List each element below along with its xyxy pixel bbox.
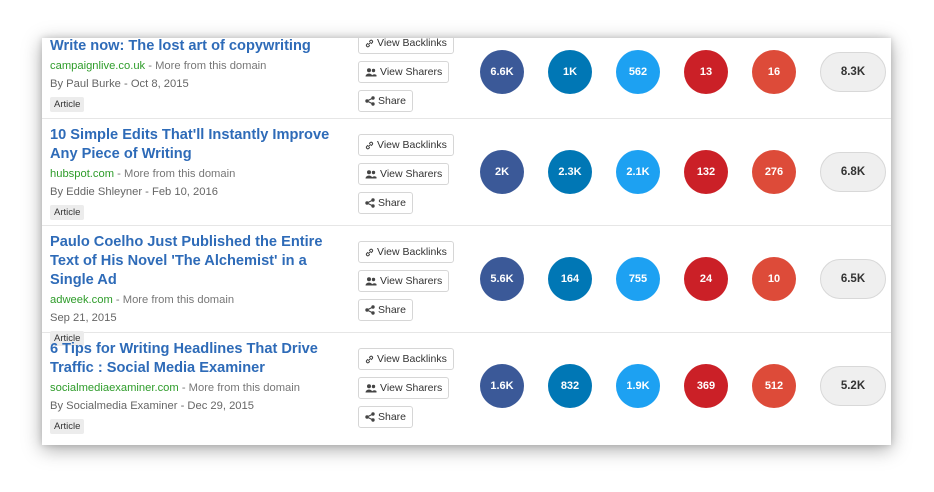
view-backlinks-label: View Backlinks xyxy=(377,139,447,151)
article-byline: By Socialmedia Examiner - Dec 29, 2015 xyxy=(50,400,254,412)
article-actions: View Backlinks View Sharers Share xyxy=(358,38,454,119)
more-from-domain-link[interactable]: - More from this domain xyxy=(114,168,236,180)
twitter-count: 2.1K xyxy=(616,150,660,194)
view-backlinks-button[interactable]: View Backlinks xyxy=(358,134,454,156)
domain-link[interactable]: hubspot.com xyxy=(50,168,115,180)
content-type-badge: Article xyxy=(50,331,85,346)
domain-line: adweek.com - More from this domain xyxy=(50,293,350,308)
link-icon xyxy=(365,355,374,364)
twitter-count: 1.9K xyxy=(616,364,660,408)
share-button[interactable]: Share xyxy=(358,406,414,428)
share-label: Share xyxy=(378,304,407,316)
article-row: Write now: The lost art of copywriting c… xyxy=(42,38,891,119)
view-sharers-label: View Sharers xyxy=(380,66,443,78)
share-button[interactable]: Share xyxy=(358,299,414,321)
view-sharers-label: View Sharers xyxy=(380,382,443,394)
facebook-count: 5.6K xyxy=(480,257,524,301)
pinterest-count: 13 xyxy=(684,50,728,94)
more-from-domain-link[interactable]: - More from this domain xyxy=(178,382,300,394)
linkedin-count: 164 xyxy=(548,257,592,301)
link-icon xyxy=(365,141,374,150)
pinterest-count: 369 xyxy=(684,364,728,408)
google-plus-count: 10 xyxy=(752,257,796,301)
view-sharers-label: View Sharers xyxy=(380,275,443,287)
share-label: Share xyxy=(378,95,407,107)
linkedin-count: 2.3K xyxy=(548,150,592,194)
google-plus-count: 16 xyxy=(752,50,796,94)
article-byline: By Paul Burke - Oct 8, 2015 xyxy=(50,78,189,90)
view-sharers-button[interactable]: View Sharers xyxy=(358,163,450,185)
view-backlinks-label: View Backlinks xyxy=(377,38,447,49)
view-backlinks-button[interactable]: View Backlinks xyxy=(358,241,454,263)
users-icon xyxy=(365,383,377,393)
pinterest-count: 132 xyxy=(684,150,728,194)
users-icon xyxy=(365,276,377,286)
content-type-badge: Article xyxy=(50,97,85,112)
article-row: 10 Simple Edits That'll Instantly Improv… xyxy=(42,118,891,226)
article-actions: View Backlinks View Sharers Share xyxy=(358,134,454,221)
view-sharers-button[interactable]: View Sharers xyxy=(358,61,450,83)
view-sharers-label: View Sharers xyxy=(380,168,443,180)
domain-line: hubspot.com - More from this domain xyxy=(50,167,350,182)
article-info: 10 Simple Edits That'll Instantly Improv… xyxy=(50,126,350,220)
article-info: 6 Tips for Writing Headlines That Drive … xyxy=(50,340,350,434)
share-icon xyxy=(365,198,375,208)
share-label: Share xyxy=(378,197,407,209)
pinterest-count: 24 xyxy=(684,257,728,301)
view-sharers-button[interactable]: View Sharers xyxy=(358,377,450,399)
view-backlinks-button[interactable]: View Backlinks xyxy=(358,38,454,54)
domain-line: campaignlive.co.uk - More from this doma… xyxy=(50,59,350,74)
share-icon xyxy=(365,412,375,422)
google-plus-count: 512 xyxy=(752,364,796,408)
article-info: Write now: The lost art of copywriting c… xyxy=(50,38,350,112)
google-plus-count: 276 xyxy=(752,150,796,194)
article-title[interactable]: Paulo Coelho Just Published the Entire T… xyxy=(50,234,323,288)
article-byline: Sep 21, 2015 xyxy=(50,312,117,324)
total-shares: 8.3K xyxy=(820,52,886,92)
article-actions: View Backlinks View Sharers Share xyxy=(358,348,454,435)
linkedin-count: 1K xyxy=(548,50,592,94)
facebook-count: 1.6K xyxy=(480,364,524,408)
article-byline: By Eddie Shleyner - Feb 10, 2016 xyxy=(50,186,218,198)
facebook-count: 6.6K xyxy=(480,50,524,94)
article-title[interactable]: 10 Simple Edits That'll Instantly Improv… xyxy=(50,127,330,162)
content-type-badge: Article xyxy=(50,205,85,220)
domain-link[interactable]: adweek.com xyxy=(50,294,113,306)
article-title[interactable]: Write now: The lost art of copywriting xyxy=(50,38,311,54)
link-icon xyxy=(365,39,374,48)
twitter-count: 755 xyxy=(616,257,660,301)
article-info: Paulo Coelho Just Published the Entire T… xyxy=(50,233,350,346)
domain-link[interactable]: socialmediaexaminer.com xyxy=(50,382,179,394)
total-shares: 6.5K xyxy=(820,259,886,299)
linkedin-count: 832 xyxy=(548,364,592,408)
view-backlinks-button[interactable]: View Backlinks xyxy=(358,348,454,370)
content-type-badge: Article xyxy=(50,419,85,434)
total-shares: 5.2K xyxy=(820,366,886,406)
domain-link[interactable]: campaignlive.co.uk xyxy=(50,60,146,72)
total-shares: 6.8K xyxy=(820,152,886,192)
view-backlinks-label: View Backlinks xyxy=(377,246,447,258)
link-icon xyxy=(365,248,374,257)
view-backlinks-label: View Backlinks xyxy=(377,353,447,365)
results-panel: Write now: The lost art of copywriting c… xyxy=(42,38,891,445)
more-from-domain-link[interactable]: - More from this domain xyxy=(145,60,267,72)
share-icon xyxy=(365,96,375,106)
facebook-count: 2K xyxy=(480,150,524,194)
twitter-count: 562 xyxy=(616,50,660,94)
share-label: Share xyxy=(378,411,407,423)
share-button[interactable]: Share xyxy=(358,90,414,112)
article-row: Paulo Coelho Just Published the Entire T… xyxy=(42,225,891,346)
article-title[interactable]: 6 Tips for Writing Headlines That Drive … xyxy=(50,341,318,376)
article-actions: View Backlinks View Sharers Share xyxy=(358,241,454,328)
share-button[interactable]: Share xyxy=(358,192,414,214)
article-row: 6 Tips for Writing Headlines That Drive … xyxy=(42,332,891,445)
view-sharers-button[interactable]: View Sharers xyxy=(358,270,450,292)
share-icon xyxy=(365,305,375,315)
users-icon xyxy=(365,67,377,77)
more-from-domain-link[interactable]: - More from this domain xyxy=(112,294,235,306)
domain-line: socialmediaexaminer.com - More from this… xyxy=(50,381,350,396)
users-icon xyxy=(365,169,377,179)
